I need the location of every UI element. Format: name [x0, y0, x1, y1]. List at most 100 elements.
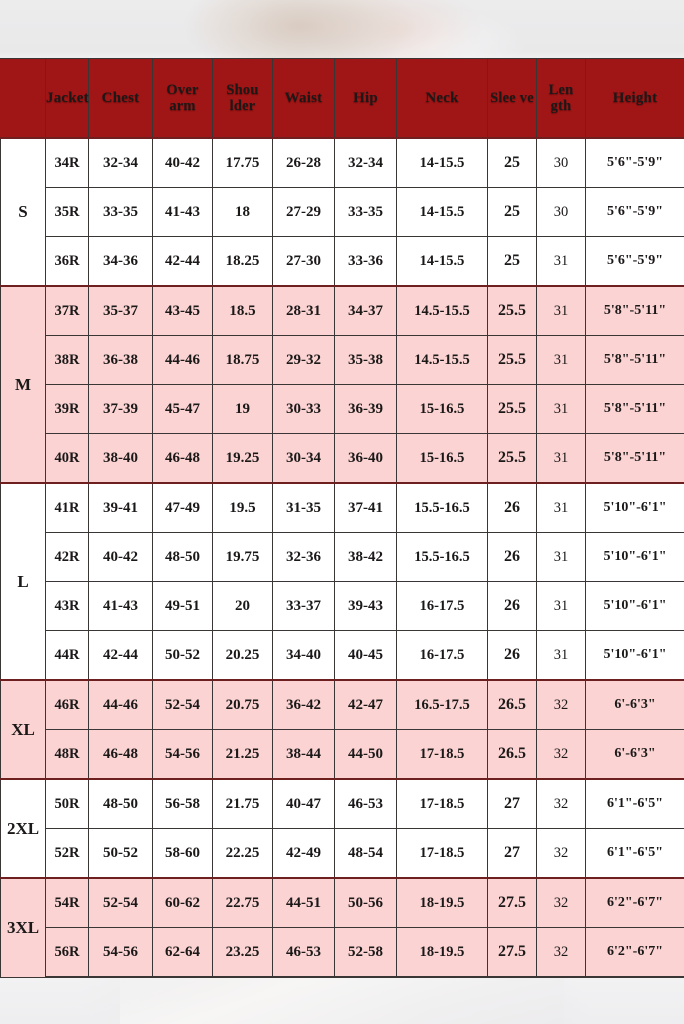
cell-chest: 40-42 [88, 532, 153, 582]
header-shoulder: Shou lder [212, 58, 273, 139]
cell-shoulder: 22.75 [212, 877, 273, 928]
cell-sleeve: 25 [487, 187, 537, 237]
table-row: 36R 34-36 42-44 18.25 27-30 33-36 14-15.5 25 31 5… [1, 236, 684, 287]
cell-chest: 41-43 [88, 581, 153, 631]
cell-waist: 29-32 [272, 335, 335, 385]
cell-hip: 36-40 [334, 433, 397, 484]
cell-waist: 38-44 [272, 729, 335, 780]
cell-shoulder: 19.5 [212, 482, 273, 533]
cell-height: 6'-6'3" [585, 729, 684, 780]
cell-jacket: 40R [45, 433, 89, 484]
header-sleeve: Slee ve [487, 58, 537, 139]
cell-overarm: 49-51 [152, 581, 213, 631]
cell-jacket: 48R [45, 729, 89, 780]
cell-sleeve: 25.5 [487, 285, 537, 336]
cell-overarm: 54-56 [152, 729, 213, 780]
cell-jacket: 41R [45, 482, 89, 533]
cell-height: 5'8"-5'11" [585, 384, 684, 434]
cell-neck: 15.5-16.5 [396, 482, 488, 533]
cell-jacket: 43R [45, 581, 89, 631]
cell-sleeve: 25 [487, 137, 537, 188]
cell-sleeve: 27 [487, 778, 537, 829]
cell-overarm: 48-50 [152, 532, 213, 582]
header-height: Height [585, 58, 684, 139]
size-label-s: S [0, 137, 46, 287]
cell-neck: 18-19.5 [396, 877, 488, 928]
cell-chest: 37-39 [88, 384, 153, 434]
cell-waist: 33-37 [272, 581, 335, 631]
cell-overarm: 40-42 [152, 137, 213, 188]
cell-chest: 42-44 [88, 630, 153, 681]
cell-waist: 31-35 [272, 482, 335, 533]
table-row: XL 46R 44-46 52-54 20.75 36-42 42-47 16.5-17.5 2… [0, 679, 684, 780]
cell-jacket: 46R [45, 679, 89, 730]
cell-chest: 33-35 [88, 187, 153, 237]
size-label-m: M [0, 285, 46, 484]
cell-shoulder: 22.25 [212, 828, 273, 879]
header-overarm: Over arm [152, 58, 213, 139]
size-label-xl: XL [0, 679, 46, 780]
cell-waist: 30-34 [272, 433, 335, 484]
table-row: 43R 41-43 49-51 20 33-37 39-43 16-17.5 26 31 5'10… [1, 581, 684, 631]
cell-height: 5'6"-5'9" [585, 187, 684, 237]
cell-chest: 54-56 [88, 927, 153, 978]
header-size [0, 58, 46, 139]
cell-sleeve: 26.5 [487, 729, 537, 780]
table-row: 38R 36-38 44-46 18.75 29-32 35-38 14.5-15.5 25.… [1, 335, 684, 385]
cell-height: 5'8"-5'11" [585, 433, 684, 484]
cell-chest: 34-36 [88, 236, 153, 287]
cell-waist: 30-33 [272, 384, 335, 434]
cell-length: 31 [536, 433, 586, 484]
cell-neck: 16.5-17.5 [396, 679, 488, 730]
cell-length: 32 [536, 877, 586, 928]
cell-shoulder: 18.75 [212, 335, 273, 385]
cell-hip: 32-34 [334, 137, 397, 188]
cell-hip: 33-35 [334, 187, 397, 237]
cell-length: 31 [536, 581, 586, 631]
cell-length: 30 [536, 187, 586, 237]
cell-neck: 17-18.5 [396, 729, 488, 780]
cell-jacket: 42R [45, 532, 89, 582]
table-row: 2XL 50R 48-50 56-58 21.75 40-47 46-53 17-18.5 27… [0, 778, 684, 879]
cell-shoulder: 21.25 [212, 729, 273, 780]
cell-jacket: 37R [45, 285, 89, 336]
cell-length: 32 [536, 828, 586, 879]
table-row: 42R 40-42 48-50 19.75 32-36 38-42 15.5-16.5 26 3… [1, 532, 684, 582]
cell-jacket: 44R [45, 630, 89, 681]
cell-hip: 37-41 [334, 482, 397, 533]
cell-hip: 40-45 [334, 630, 397, 681]
cell-overarm: 60-62 [152, 877, 213, 928]
cell-chest: 35-37 [88, 285, 153, 336]
cell-shoulder: 21.75 [212, 778, 273, 829]
cell-length: 31 [536, 335, 586, 385]
cell-length: 32 [536, 778, 586, 829]
cell-neck: 16-17.5 [396, 581, 488, 631]
cell-overarm: 44-46 [152, 335, 213, 385]
cell-overarm: 41-43 [152, 187, 213, 237]
cell-shoulder: 23.25 [212, 927, 273, 978]
cell-height: 6'2"-6'7" [585, 877, 684, 928]
cell-overarm: 43-45 [152, 285, 213, 336]
cell-waist: 28-31 [272, 285, 335, 336]
cell-shoulder: 19 [212, 384, 273, 434]
cell-height: 5'8"-5'11" [585, 285, 684, 336]
cell-overarm: 62-64 [152, 927, 213, 978]
table-row: S 34R 32-34 40-42 17.75 26-28 32-34 14-15.5 25 30… [0, 137, 684, 287]
cell-height: 6'2"-6'7" [585, 927, 684, 978]
cell-neck: 17-18.5 [396, 778, 488, 829]
cell-jacket: 50R [45, 778, 89, 829]
size-label-l: L [0, 482, 46, 681]
cell-overarm: 46-48 [152, 433, 213, 484]
cell-jacket: 56R [45, 927, 89, 978]
cell-sleeve: 26 [487, 532, 537, 582]
cell-neck: 14-15.5 [396, 137, 488, 188]
cell-height: 5'10"-6'1" [585, 532, 684, 582]
cell-length: 32 [536, 679, 586, 730]
table-row: 48R 46-48 54-56 21.25 38-44 44-50 17-18.5 26.5 3… [1, 729, 684, 780]
cell-hip: 38-42 [334, 532, 397, 582]
header-neck: Neck [396, 58, 488, 139]
cell-shoulder: 19.75 [212, 532, 273, 582]
cell-length: 31 [536, 532, 586, 582]
cell-chest: 44-46 [88, 679, 153, 730]
cell-sleeve: 27 [487, 828, 537, 879]
